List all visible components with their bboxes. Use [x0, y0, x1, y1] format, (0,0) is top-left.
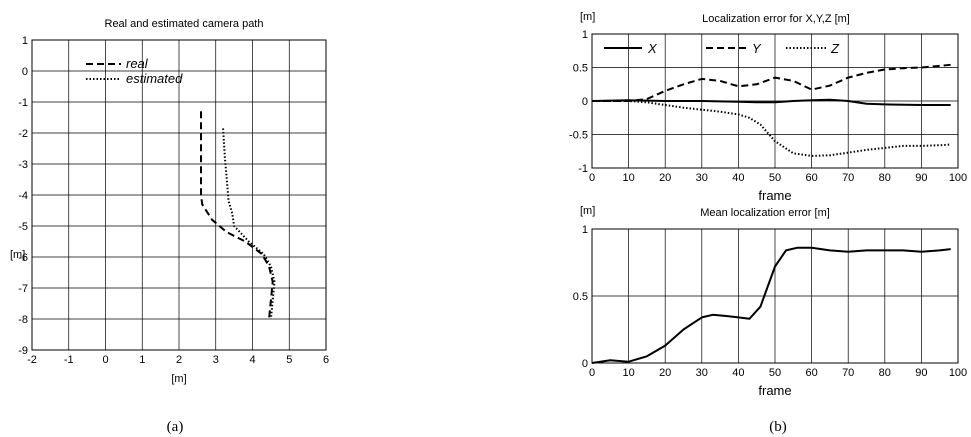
chart-a-line-estimated	[222, 128, 276, 320]
chart-b2-xlabel: frame	[758, 383, 791, 398]
chart-a-ytick-label: 0	[22, 66, 28, 78]
chart-b2-ylabel: [m]	[580, 205, 595, 217]
chart-a-xtick-label: 6	[323, 354, 329, 366]
chart-b2-ytick-label: 0	[582, 358, 588, 370]
chart-a-xtick-label: 4	[249, 354, 255, 366]
chart-b2-xtick-label: 0	[589, 367, 595, 379]
chart-b2-xtick-label: 50	[769, 367, 781, 379]
chart-a-ylabel: [m]	[10, 249, 25, 261]
legend-z-label: Z	[830, 41, 840, 56]
chart-b2-xtick-label: 20	[659, 367, 671, 379]
chart-b1-legend: X Y Z	[604, 41, 840, 56]
chart-b1-xtick-label: 60	[805, 172, 817, 184]
chart-a-ticks: -2 -1 0 1 2 3 4 5 6 1 0 -1 -2 -3 -4 -5 -6 -7 -8 -9	[18, 35, 329, 366]
chart-b1-xtick-label: 70	[842, 172, 854, 184]
chart-b1-ytick-label: 1	[582, 29, 588, 41]
chart-a-ytick-label: -9	[18, 345, 28, 357]
chart-b2-frame	[591, 228, 959, 364]
chart-b2-xtick-label: 60	[805, 367, 817, 379]
caption-a: (a)	[167, 419, 184, 435]
chart-b1-ytick-label: -1	[578, 163, 588, 175]
chart-b1-ytick-label: 0	[582, 96, 588, 108]
chart-b2-grid	[591, 228, 959, 364]
chart-camera-path: Real and estimated camera path -2 -1 0 1 2 3 4…	[10, 18, 329, 385]
chart-a-xlabel: [m]	[171, 373, 186, 385]
chart-a-xtick-label: -2	[27, 354, 37, 366]
chart-mean-error: [m] Mean localization error [m] 0 10 20 30 4…	[573, 205, 967, 398]
chart-b1-line-z	[592, 100, 951, 157]
chart-a-ytick-label: -3	[18, 159, 28, 171]
chart-a-xtick-label: 1	[139, 354, 145, 366]
chart-localization-error: [m] Localization error for X,Y,Z [m] 0 10…	[569, 11, 967, 203]
chart-a-ytick-label: 1	[22, 35, 28, 47]
chart-a-xtick-label: 2	[176, 354, 182, 366]
chart-b2-xtick-label: 100	[949, 367, 967, 379]
chart-a-title: Real and estimated camera path	[105, 18, 264, 30]
chart-b1-xtick-label: 0	[589, 172, 595, 184]
chart-b1-ylabel: [m]	[580, 11, 595, 23]
chart-b1-series	[591, 63, 951, 157]
chart-a-ytick-label: -1	[18, 97, 28, 109]
chart-a-legend: real estimated	[86, 56, 183, 86]
chart-b1-xlabel: frame	[758, 188, 791, 203]
chart-b2-xtick-label: 70	[842, 367, 854, 379]
chart-b1-xtick-label: 50	[769, 172, 781, 184]
chart-a-xtick-label: 3	[213, 354, 219, 366]
chart-b2-xtick-label: 80	[879, 367, 891, 379]
legend-x-label: X	[647, 41, 658, 56]
chart-a-series	[200, 111, 276, 320]
legend-y-label: Y	[752, 41, 762, 56]
chart-b2-xtick-label: 40	[732, 367, 744, 379]
chart-a-xtick-label: -1	[64, 354, 74, 366]
chart-a-xtick-label: 0	[102, 354, 108, 366]
chart-b1-ytick-label: -0.5	[569, 130, 588, 142]
chart-b1-ticks: 0 10 20 30 40 50 60 70 80 90 100 1 0.5 0 -0.5 -1	[569, 29, 967, 184]
chart-b1-title: Localization error for X,Y,Z [m]	[702, 13, 850, 25]
chart-a-grid	[31, 39, 327, 351]
legend-real-label: real	[126, 56, 149, 71]
chart-b1-xtick-label: 10	[622, 172, 634, 184]
chart-a-ytick-label: -5	[18, 221, 28, 233]
chart-b1-line-y	[592, 63, 951, 102]
chart-a-ytick-label: -8	[18, 314, 28, 326]
chart-b2-title: Mean localization error [m]	[700, 207, 830, 219]
chart-b1-xtick-label: 80	[879, 172, 891, 184]
chart-b1-xtick-label: 30	[696, 172, 708, 184]
chart-a-xtick-label: 5	[286, 354, 292, 366]
chart-b2-line-mean	[591, 246, 951, 364]
chart-b2-xtick-label: 10	[622, 367, 634, 379]
chart-b1-xtick-label: 100	[949, 172, 967, 184]
caption-b: (b)	[769, 419, 787, 435]
chart-a-frame	[31, 39, 327, 351]
chart-a-ytick-label: -2	[18, 128, 28, 140]
chart-b1-line-x	[591, 98, 951, 106]
chart-b1-xtick-label: 90	[915, 172, 927, 184]
chart-b2-ticks: 0 10 20 30 40 50 60 70 80 90 100 1 0.5 0	[573, 224, 967, 379]
chart-b2-xtick-label: 90	[915, 367, 927, 379]
chart-b1-ytick-label: 0.5	[573, 63, 588, 75]
chart-a-ytick-label: -4	[18, 190, 28, 202]
chart-b2-ytick-label: 0.5	[573, 291, 588, 303]
chart-b1-xtick-label: 20	[659, 172, 671, 184]
chart-a-ytick-label: -6	[18, 252, 28, 264]
legend-estimated-label: estimated	[126, 71, 183, 86]
chart-b2-ytick-label: 1	[582, 224, 588, 236]
chart-a-ytick-label: -7	[18, 283, 28, 295]
chart-b2-xtick-label: 30	[696, 367, 708, 379]
chart-b2-series	[591, 246, 951, 364]
chart-b1-xtick-label: 40	[732, 172, 744, 184]
